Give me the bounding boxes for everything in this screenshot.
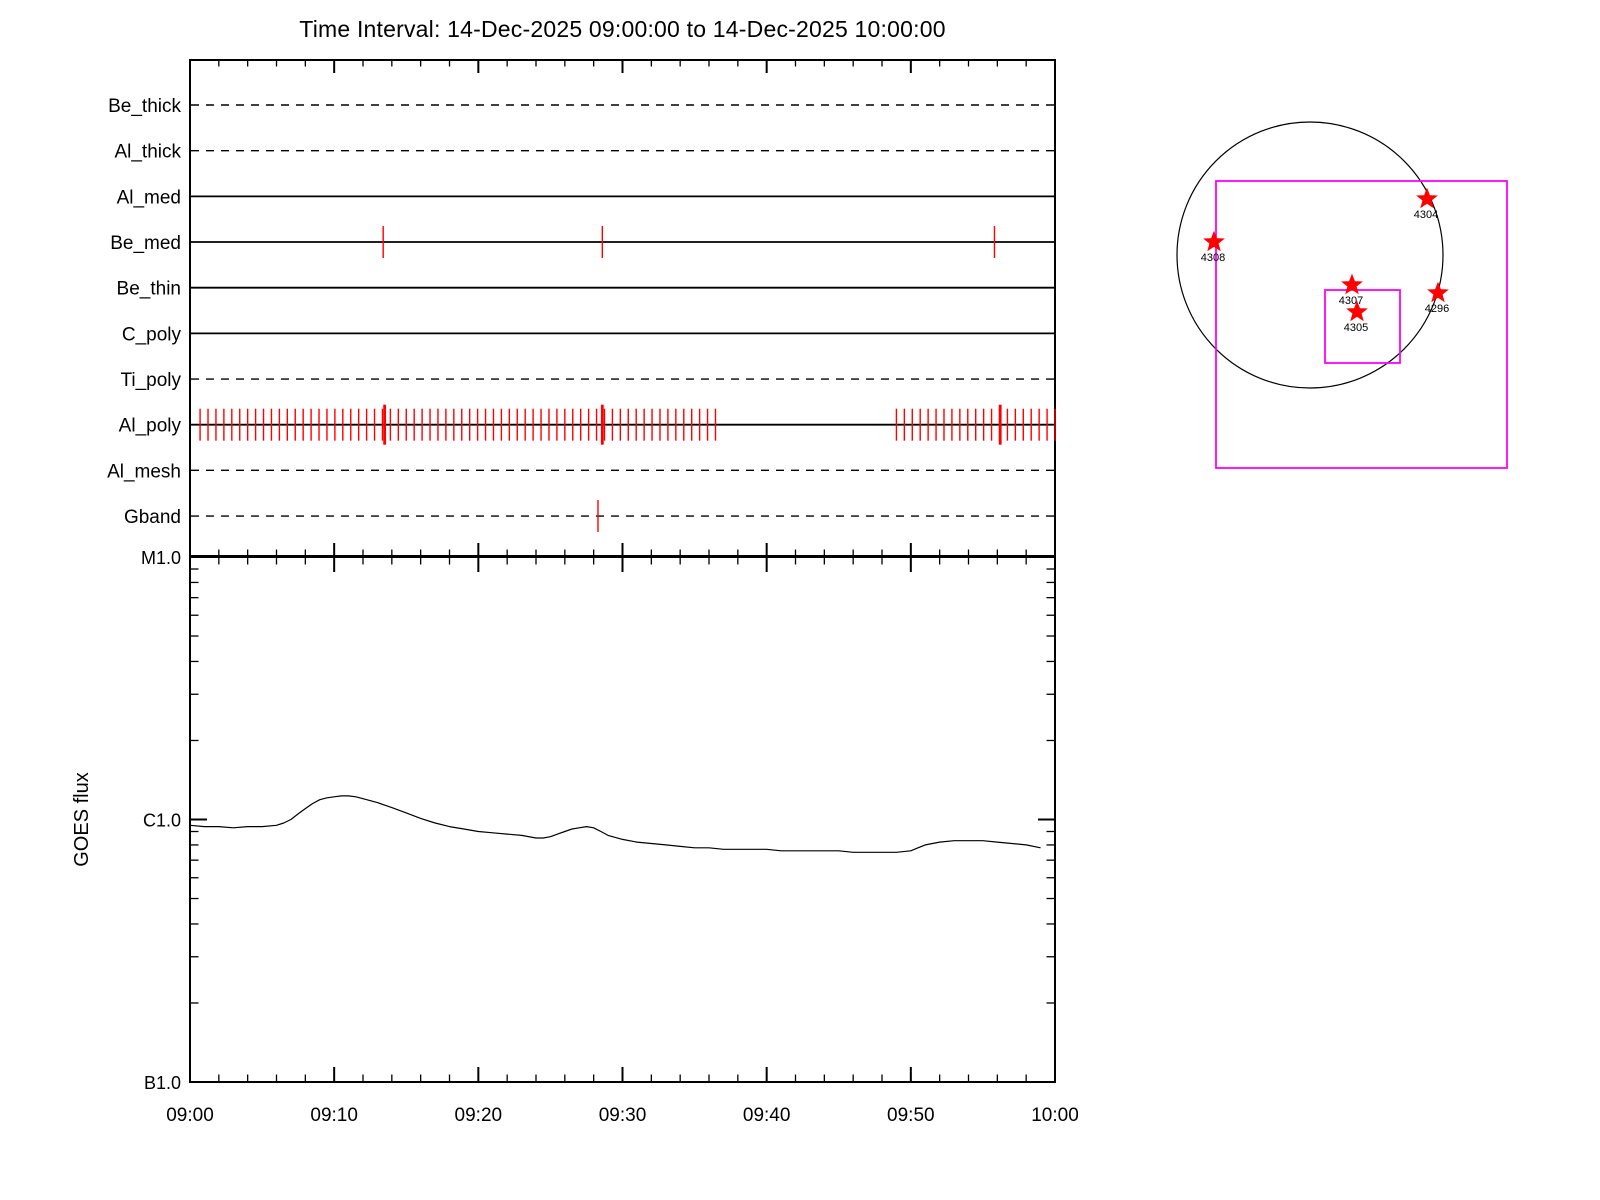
active-region-4304: 4304 <box>1414 187 1438 221</box>
row-label: Al_poly <box>119 416 182 437</box>
active-region-label: 4307 <box>1339 295 1363 307</box>
timeline-row-Al_mesh: Al_mesh <box>107 461 1054 482</box>
active-region-label: 4305 <box>1344 322 1368 334</box>
goes-panel: 09:00 09:10 09:20 09:30 09:40 09:50 10:00 M1.0 C… <box>71 548 1079 1126</box>
timeline-panel: Be_thick Al_thick Al_med Be_med Be_thin C_pol… <box>107 59 1056 557</box>
fov-box <box>1215 180 1508 469</box>
fov-box <box>1324 289 1401 364</box>
plot-title: Time Interval: 14-Dec-2025 09:00:00 to 1… <box>299 16 946 42</box>
active-region-label: 4296 <box>1425 303 1449 315</box>
row-label: Be_thick <box>108 96 181 117</box>
timeline-row-Al_thick: Al_thick <box>114 142 1054 163</box>
active-region-4308: 4308 <box>1201 230 1225 264</box>
timeline-row-Ti_poly: Ti_poly <box>120 370 1054 391</box>
active-region-star <box>1416 187 1438 209</box>
active-region-4296: 4296 <box>1425 281 1449 315</box>
row-label: Al_thick <box>114 142 181 163</box>
goes-xtick-label: 09:10 <box>310 1105 358 1126</box>
active-region-star <box>1427 281 1449 303</box>
active-region-4307: 4307 <box>1339 273 1363 307</box>
goes-flux-curve <box>189 795 1041 853</box>
row-label: Gband <box>124 507 181 528</box>
active-region-label: 4304 <box>1414 209 1438 221</box>
goes-xtick-label: 09:20 <box>455 1105 503 1126</box>
timeline-row-Be_thick: Be_thick <box>108 96 1054 117</box>
row-label: Al_mesh <box>107 461 181 482</box>
goes-panel-border <box>189 556 1056 1083</box>
goes-ytick-label: C1.0 <box>143 811 181 831</box>
goes-xtick-label: 09:30 <box>599 1105 647 1126</box>
goes-ytick-label: B1.0 <box>144 1073 181 1093</box>
solar-map-panel: 4304 4308 4307 4296 4305 <box>1176 121 1508 469</box>
solar-limb-circle <box>1176 121 1444 389</box>
timeline-row-Al_med: Al_med <box>117 187 1054 208</box>
timeline-row-C_poly: C_poly <box>122 324 1054 345</box>
goes-ytick-label: M1.0 <box>141 548 181 568</box>
active-region-label: 4308 <box>1201 252 1225 264</box>
row-label: Be_med <box>110 233 181 254</box>
goes-xtick-label: 09:50 <box>887 1105 935 1126</box>
timeline-row-Al_poly: Al_poly <box>119 404 1056 445</box>
timeline-row-Gband: Gband <box>124 500 1054 533</box>
active-region-star <box>1341 273 1363 295</box>
row-label: Be_thin <box>117 279 181 300</box>
active-region-star <box>1203 230 1225 252</box>
goes-ylabel: GOES flux <box>71 772 93 866</box>
row-label: Al_med <box>117 187 181 208</box>
row-label: Ti_poly <box>120 370 181 391</box>
timeline-row-Be_med: Be_med <box>110 226 1054 259</box>
goes-xtick-label: 09:40 <box>743 1105 791 1126</box>
row-label: C_poly <box>122 324 182 345</box>
goes-xtick-label: 09:00 <box>166 1105 214 1126</box>
active-region-4305: 4305 <box>1344 300 1368 334</box>
goes-xtick-label: 10:00 <box>1031 1105 1079 1126</box>
timeline-row-Be_thin: Be_thin <box>117 279 1054 300</box>
active-region-star <box>1346 300 1368 322</box>
timeline-panel-border <box>189 59 1056 557</box>
